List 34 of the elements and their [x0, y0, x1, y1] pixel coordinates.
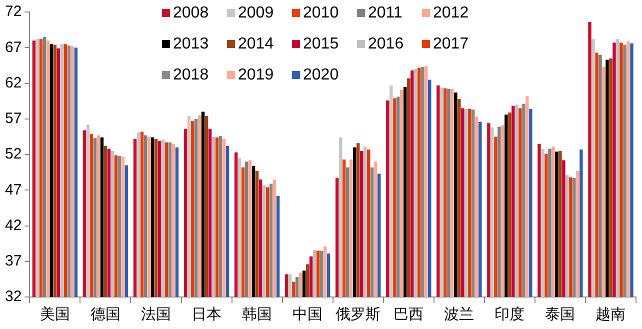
x-tick-label: 越南 [596, 306, 626, 324]
y-tick-label: 57 [4, 110, 22, 128]
legend-label: 2009 [238, 4, 274, 22]
legend-label: 2015 [303, 35, 339, 52]
legend-label: 2018 [173, 66, 209, 84]
x-tick-label: 美国 [40, 306, 70, 324]
x-tick-label: 日本 [192, 306, 222, 324]
legend-label: 2020 [303, 66, 339, 84]
legend-label: 2008 [173, 4, 209, 22]
y-tick-label: 42 [4, 216, 22, 234]
y-tick-label: 47 [4, 181, 22, 198]
x-tick-label: 韩国 [242, 306, 272, 324]
y-tick-label: 67 [4, 38, 22, 56]
legend-label: 2010 [303, 4, 339, 22]
y-tick-label: 72 [4, 3, 22, 20]
x-tick-label: 印度 [494, 306, 525, 324]
x-tick-label: 泰国 [545, 306, 576, 324]
y-tick-label: 62 [4, 74, 22, 92]
y-tick-label: 32 [4, 288, 22, 306]
y-tick-label: 52 [4, 146, 22, 163]
legend-label: 2016 [368, 35, 404, 52]
x-tick-label: 德国 [90, 306, 120, 324]
legend-label: 2012 [433, 4, 469, 22]
legend-label: 2011 [368, 4, 403, 22]
x-tick-label: 波兰 [444, 306, 474, 324]
x-tick-label: 中国 [292, 306, 323, 324]
x-tick-label: 巴西 [394, 306, 424, 324]
legend-label: 2014 [238, 35, 274, 52]
legend-label: 2017 [433, 35, 469, 52]
x-tick-label: 俄罗斯 [336, 306, 381, 324]
x-tick-label: 法国 [141, 306, 171, 324]
y-tick-label: 37 [4, 252, 22, 270]
legend-label: 2013 [173, 35, 209, 52]
legend-label: 2019 [238, 66, 274, 84]
